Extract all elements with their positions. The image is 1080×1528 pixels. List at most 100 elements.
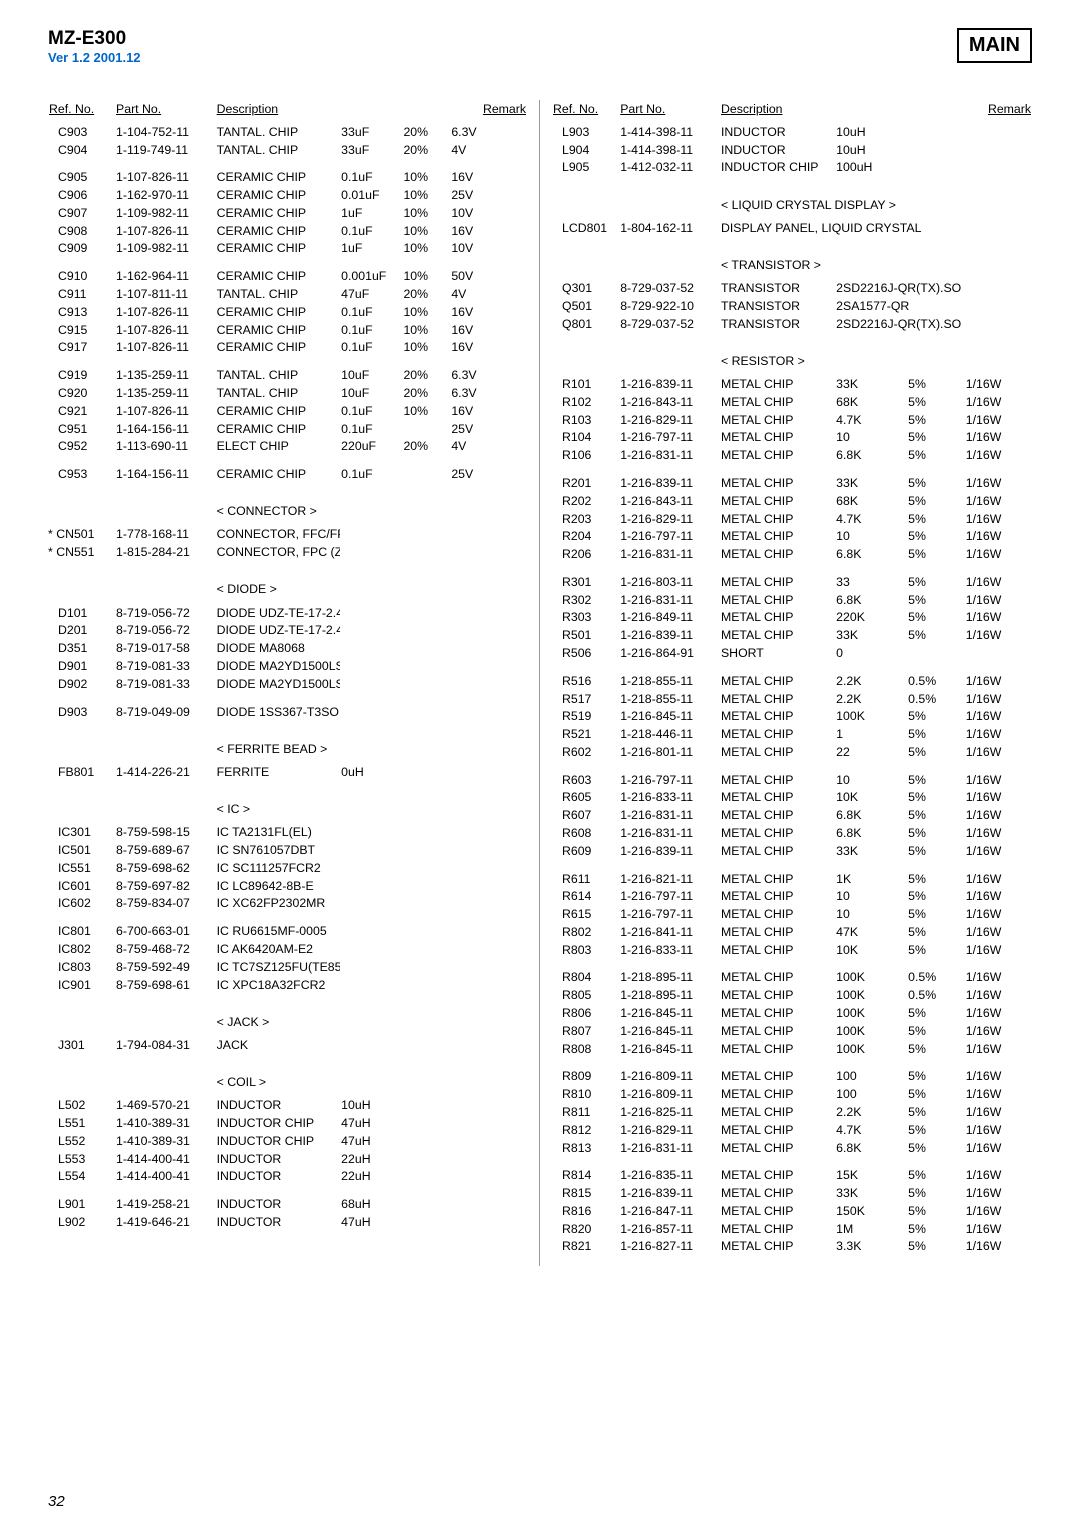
part-no: 1-815-284-21	[115, 544, 216, 562]
remark: 1/16W	[965, 1040, 1032, 1058]
part-no: 8-719-081-33	[115, 675, 216, 693]
parts-row: L9021-419-646-21INDUCTOR47uH	[48, 1213, 527, 1231]
value1: 100uH	[835, 159, 907, 177]
ref-no: C910	[48, 268, 115, 286]
description: METAL CHIP	[720, 411, 835, 429]
part-no: 8-759-689-67	[115, 841, 216, 859]
parts-row: R6111-216-821-11METAL CHIP1K5%1/16W	[552, 870, 1032, 888]
description: INDUCTOR	[216, 1168, 341, 1186]
description: METAL CHIP	[720, 510, 835, 528]
remark: 4V	[450, 438, 527, 456]
value1: 1	[835, 726, 907, 744]
remark	[450, 877, 527, 895]
parts-row: C9071-109-982-11CERAMIC CHIP1uF10%10V	[48, 204, 527, 222]
remark: 1/16W	[965, 375, 1032, 393]
part-no: 1-218-446-11	[619, 726, 720, 744]
parts-row: R8121-216-829-11METAL CHIP4.7K5%1/16W	[552, 1121, 1032, 1139]
value1: 100K	[835, 1022, 907, 1040]
description: ELECT CHIP	[216, 438, 341, 456]
description: DIODE UDZ-TE-17-2.4B	[216, 604, 341, 622]
value2	[402, 1213, 450, 1231]
parts-row: R2021-216-843-11METAL CHIP68K5%1/16W	[552, 492, 1032, 510]
description: IC XPC18A32FCR2	[216, 976, 341, 994]
description: INDUCTOR CHIP	[216, 1114, 341, 1132]
value2	[402, 544, 450, 562]
part-no: 1-109-982-11	[115, 240, 216, 258]
col-header: Remark	[450, 100, 527, 123]
parts-row: R8031-216-833-11METAL CHIP10K5%1/16W	[552, 941, 1032, 959]
value2: 5%	[907, 789, 965, 807]
value2: 5%	[907, 824, 965, 842]
value2: 5%	[907, 393, 965, 411]
part-no: 1-216-831-11	[619, 1139, 720, 1157]
parts-row: L5531-414-400-41INDUCTOR22uH	[48, 1150, 527, 1168]
value1: 47uH	[340, 1213, 402, 1231]
value2: 10%	[402, 339, 450, 357]
value1	[340, 841, 402, 859]
main-box: MAIN	[957, 28, 1032, 63]
part-no: 1-216-797-11	[619, 906, 720, 924]
value2	[402, 1150, 450, 1168]
remark: 16V	[450, 303, 527, 321]
ref-no: C908	[48, 222, 115, 240]
remark: 1/16W	[965, 743, 1032, 761]
part-no: 1-216-803-11	[619, 573, 720, 591]
parts-row: C9201-135-259-11TANTAL. CHIP10uF20%6.3V	[48, 384, 527, 402]
parts-row: IC9018-759-698-61IC XPC18A32FCR2	[48, 976, 527, 994]
remark	[450, 1097, 527, 1115]
part-no: 1-113-690-11	[115, 438, 216, 456]
description: CERAMIC CHIP	[216, 465, 341, 483]
value2: 5%	[907, 609, 965, 627]
part-no: 1-414-400-41	[115, 1168, 216, 1186]
value1: 0.1uF	[340, 321, 402, 339]
remark: 1/16W	[965, 672, 1032, 690]
remark	[450, 895, 527, 913]
value2: 10%	[402, 169, 450, 187]
value1	[340, 604, 402, 622]
remark: 1/16W	[965, 1238, 1032, 1256]
value1: 100K	[835, 1004, 907, 1022]
ref-no: Q801	[552, 315, 619, 333]
value1: 220K	[835, 609, 907, 627]
value1: 2.2K	[835, 672, 907, 690]
value1: 22uH	[340, 1168, 402, 1186]
value2	[402, 1036, 450, 1054]
ref-no: LCD801	[552, 219, 619, 237]
remark: 16V	[450, 222, 527, 240]
value1: 33K	[835, 474, 907, 492]
value1	[340, 940, 402, 958]
value: 2SD2216J-QR(TX).SO	[835, 315, 1032, 333]
right-column: Ref. No.Part No.DescriptionRemarkL9031-4…	[540, 100, 1032, 1266]
value2: 5%	[907, 1167, 965, 1185]
description: METAL CHIP	[720, 1184, 835, 1202]
description: METAL CHIP	[720, 690, 835, 708]
part-no: 1-216-839-11	[619, 375, 720, 393]
value1: 100	[835, 1068, 907, 1086]
ref-no: C915	[48, 321, 115, 339]
remark: 1/16W	[965, 923, 1032, 941]
parts-row: R6071-216-831-11METAL CHIP6.8K5%1/16W	[552, 807, 1032, 825]
value2	[402, 1168, 450, 1186]
description: METAL CHIP	[720, 573, 835, 591]
value2: 10%	[402, 204, 450, 222]
remark	[450, 976, 527, 994]
description: METAL CHIP	[720, 807, 835, 825]
remark	[450, 640, 527, 658]
ref-no: D101	[48, 604, 115, 622]
ref-no: C903	[48, 123, 115, 141]
value1: 2.2K	[835, 690, 907, 708]
value2	[402, 958, 450, 976]
remark: 4V	[450, 141, 527, 159]
ref-no: * CN501	[48, 526, 115, 544]
parts-row: L9031-414-398-11INDUCTOR10uH	[552, 123, 1032, 141]
remark: 6.3V	[450, 123, 527, 141]
value1: 100K	[835, 969, 907, 987]
ref-no: R805	[552, 987, 619, 1005]
part-no: 8-759-698-61	[115, 976, 216, 994]
part-no: 8-759-834-07	[115, 895, 216, 913]
value1: 10uH	[835, 141, 907, 159]
parts-row: C9211-107-826-11CERAMIC CHIP0.1uF10%16V	[48, 402, 527, 420]
description: METAL CHIP	[720, 708, 835, 726]
parts-row: R6151-216-797-11METAL CHIP105%1/16W	[552, 906, 1032, 924]
parts-row: R6141-216-797-11METAL CHIP105%1/16W	[552, 888, 1032, 906]
